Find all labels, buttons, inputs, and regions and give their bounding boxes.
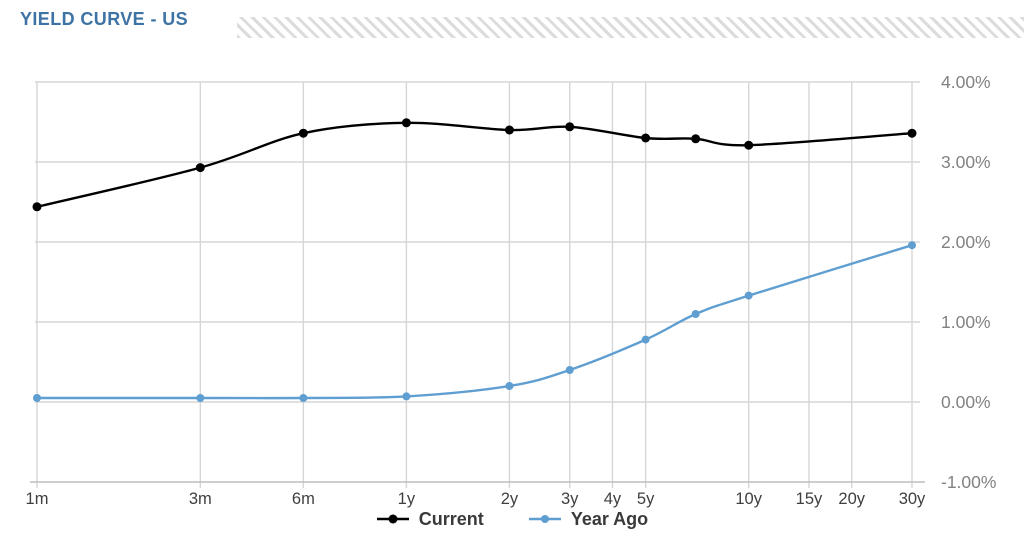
current-series-marker-icon — [376, 514, 409, 524]
y-tick-label--1.00%: -1.00% — [941, 472, 996, 492]
series-current — [32, 118, 917, 212]
y-tick-label-1.00%: 1.00% — [941, 312, 991, 332]
x-tick-label-1m: 1m — [26, 490, 49, 508]
x-tick-label-2y: 2y — [501, 490, 519, 508]
gridlines — [35, 81, 920, 488]
y-axis-labels: 4.00% 3.00% 2.00% 1.00% 0.00% -1.00% — [941, 72, 996, 492]
legend-item-year-ago[interactable]: Year Ago — [528, 509, 648, 530]
series-year-ago — [33, 241, 916, 402]
y-tick-label-2.00%: 2.00% — [941, 232, 991, 252]
data-point-year-ago-3y — [565, 366, 574, 374]
y-tick-label-3.00%: 3.00% — [941, 152, 991, 172]
data-point-current-3m — [195, 163, 205, 173]
x-axis-labels: 1m 3m 6m 1y 2y 3y 4y 5y 10y 15y 20y 30y — [26, 490, 927, 508]
data-point-current-3y — [565, 122, 575, 132]
x-tick-label-20y: 20y — [838, 490, 865, 508]
y-tick-label-0.00%: 0.00% — [941, 392, 991, 412]
page-title: YIELD CURVE - US — [20, 9, 189, 29]
y-tick-label-4.00%: 4.00% — [941, 72, 991, 92]
legend-label-year-ago: Year Ago — [570, 508, 649, 529]
data-point-current-1m — [32, 202, 42, 212]
data-point-year-ago-5y — [641, 335, 650, 344]
data-point-year-ago-10y — [744, 291, 753, 300]
x-tick-label-1y: 1y — [398, 490, 416, 508]
data-point-current-6m — [298, 128, 308, 138]
year-ago-series-marker-icon — [528, 515, 561, 523]
x-tick-label-15y: 15y — [796, 490, 823, 508]
x-tick-label-5y: 5y — [637, 490, 655, 508]
data-point-current-2y — [504, 125, 514, 135]
x-tick-label-6m: 6m — [292, 490, 315, 508]
legend-label-current: Current — [418, 508, 484, 529]
data-point-current-5y — [641, 133, 651, 143]
data-point-year-ago-6m — [299, 394, 308, 402]
x-tick-label-3m: 3m — [189, 490, 212, 508]
x-tick-label-4y: 4y — [604, 490, 622, 508]
legend-item-current[interactable]: Current — [376, 509, 484, 530]
data-point-year-ago-7y — [691, 310, 700, 318]
data-point-current-1y — [401, 118, 411, 128]
data-point-current-10y — [744, 140, 754, 150]
data-point-year-ago-2y — [505, 382, 514, 390]
chart-legend: Current Year Ago — [0, 502, 1024, 536]
hatch-decoration — [237, 17, 1024, 38]
data-point-year-ago-1m — [33, 394, 41, 402]
data-point-year-ago-1y — [402, 392, 411, 401]
data-point-year-ago-3m — [196, 394, 205, 402]
header: YIELD CURVE - US — [0, 0, 1024, 44]
x-tick-label-10y: 10y — [735, 490, 762, 508]
data-point-current-7y — [691, 134, 701, 144]
series-line-year-ago — [37, 244, 913, 400]
data-point-current-30y — [907, 128, 917, 138]
series-line-current — [36, 121, 913, 208]
x-tick-label-3y: 3y — [561, 490, 579, 508]
data-point-year-ago-30y — [908, 241, 916, 250]
x-tick-label-30y: 30y — [899, 490, 926, 508]
